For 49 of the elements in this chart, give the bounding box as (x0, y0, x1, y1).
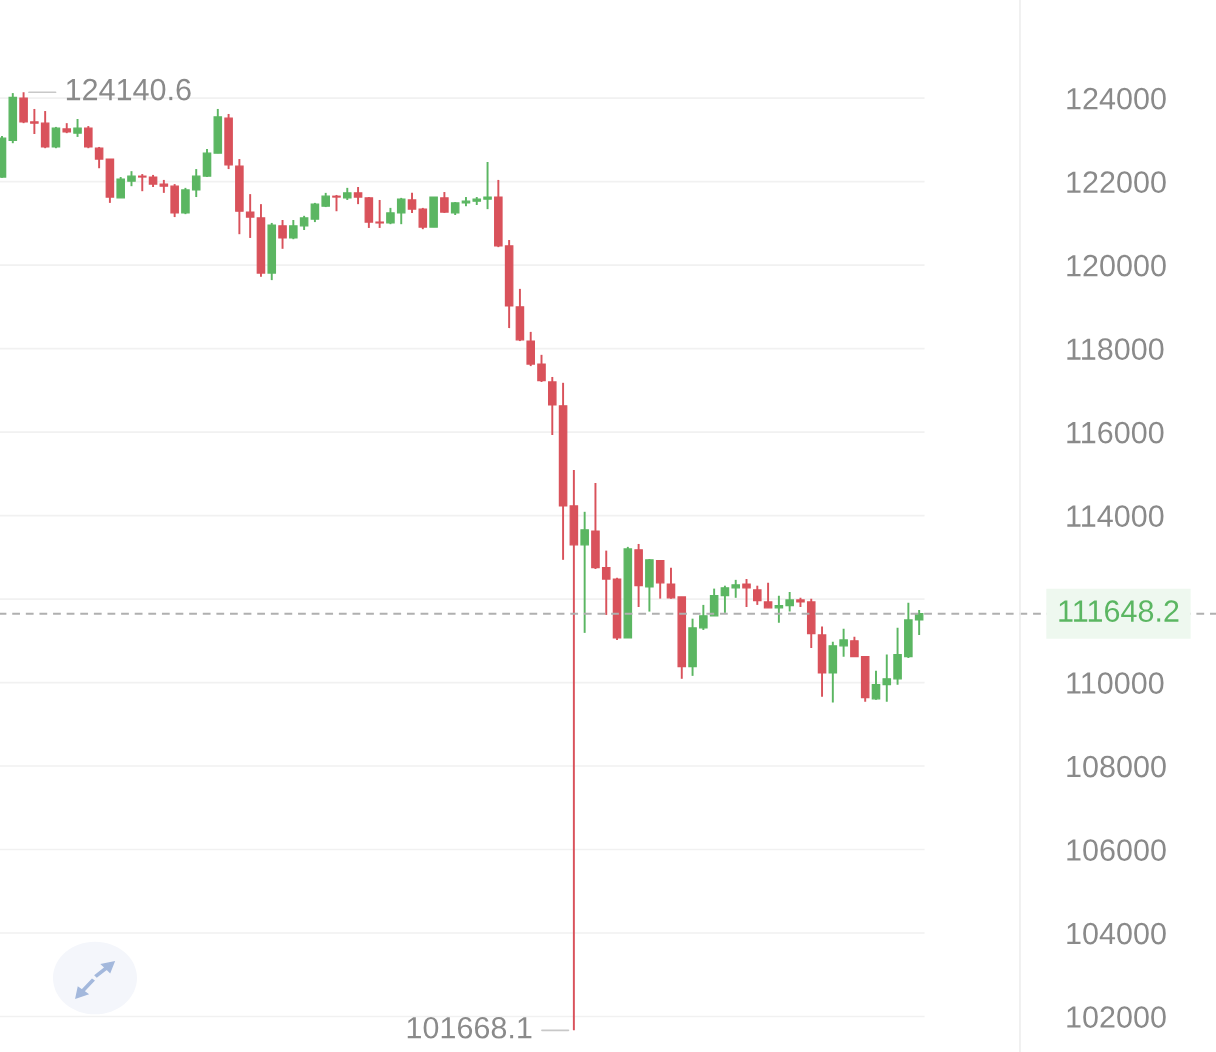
y-tick-label: 114000 (1067, 505, 1164, 527)
candlestick (407, 191, 417, 214)
y-tick-label: 110000 (1067, 672, 1164, 694)
candlestick (871, 669, 881, 701)
candlestick (537, 353, 546, 383)
y-tick-label: 118000 (1067, 338, 1164, 360)
candlestick (699, 603, 708, 631)
candlestick (94, 145, 104, 170)
candlestick (569, 469, 579, 1032)
candlestick (396, 196, 406, 226)
y-tick-label: 120000 (1067, 254, 1166, 277)
y-tick-label: 104000 (1067, 922, 1166, 945)
candlestick (375, 198, 384, 229)
candlestick (245, 193, 255, 239)
candlestick (278, 219, 287, 250)
candlestick (753, 584, 762, 606)
candlestick (191, 168, 201, 199)
candlestick (483, 161, 492, 211)
candlestick (742, 578, 751, 608)
candlestick (601, 549, 611, 616)
y-tick-label: 102000 (1067, 1006, 1166, 1028)
annotation: 101668.1 (407, 1016, 532, 1039)
candlestick (914, 608, 924, 636)
candlestick (137, 173, 147, 193)
y-tick-label: 106000 (1067, 839, 1166, 861)
candlestick (202, 148, 212, 178)
candlestick (580, 510, 589, 634)
candlestick (655, 559, 665, 600)
y-tick-label: 116000 (1067, 421, 1164, 444)
candlestick (526, 330, 536, 368)
ref-line-label: 111648.2 (1059, 600, 1179, 622)
candlestick (839, 627, 848, 658)
candlestick (440, 191, 449, 214)
annotation: 124140.6 (66, 78, 191, 101)
y-tick-label: 122000 (1067, 171, 1166, 193)
candlestick (882, 653, 892, 703)
candlestick (19, 91, 28, 125)
candlestick (181, 186, 190, 216)
candlestick (763, 581, 773, 609)
candlestick (116, 176, 125, 199)
candlestick (547, 376, 557, 436)
y-tick-label: 108000 (1067, 755, 1166, 778)
candlestick (850, 635, 859, 658)
candlestick (785, 590, 794, 613)
candlestick (666, 566, 676, 600)
candlestick (720, 584, 730, 614)
candlestick (40, 110, 50, 150)
y-tick-label: 124000 (1067, 87, 1166, 110)
candlestick (30, 107, 39, 135)
